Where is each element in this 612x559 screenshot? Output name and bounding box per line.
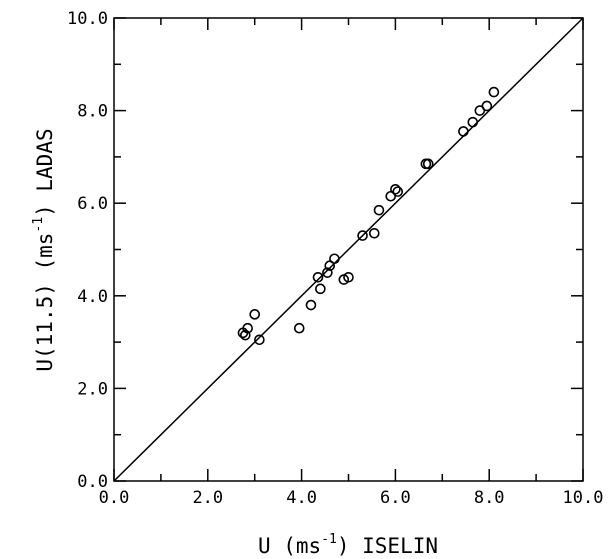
y-axis-ticks <box>114 17 583 482</box>
data-point <box>312 271 324 283</box>
data-point <box>357 230 368 241</box>
data-point <box>249 309 260 320</box>
y-tick-label: 4.0 <box>77 287 108 307</box>
y-axis-label: U(11.5) (ms-1) LADAS <box>31 128 57 371</box>
data-point <box>368 227 380 239</box>
data-point <box>422 158 434 170</box>
data-point <box>373 204 385 216</box>
x-tick-label: 4.0 <box>286 488 317 508</box>
x-tick-label: 6.0 <box>380 488 411 508</box>
y-tick-label: 10.0 <box>67 9 108 29</box>
data-points <box>237 86 500 346</box>
data-point <box>488 86 500 98</box>
data-point <box>329 253 340 265</box>
data-point <box>293 322 305 334</box>
y-tick-label: 2.0 <box>77 379 108 399</box>
reference-line <box>113 17 584 482</box>
data-point <box>240 329 251 341</box>
data-point <box>254 334 265 346</box>
x-axis-label-suffix: ) ISELIN <box>337 534 438 558</box>
y-axis-label-superscript: -1 <box>31 217 46 233</box>
y-axis-tick-labels: 0.0 2.0 4.0 6.0 8.0 10.0 <box>67 9 108 492</box>
y-tick-label: 6.0 <box>77 194 108 214</box>
data-point <box>390 184 401 195</box>
data-point <box>467 116 479 128</box>
x-tick-label: 10.0 <box>563 488 604 508</box>
x-axis-label-prefix: U (ms <box>258 534 321 558</box>
x-tick-label: 0.0 <box>99 488 130 508</box>
x-axis-label: U (ms-1) ISELIN <box>258 532 438 558</box>
data-point <box>392 186 404 197</box>
y-axis-label-prefix: U(11.5) (ms <box>33 233 57 372</box>
data-point <box>315 283 326 295</box>
x-axis-ticks <box>113 18 584 481</box>
y-tick-label: 8.0 <box>77 102 108 122</box>
y-tick-label: 0.0 <box>77 472 108 492</box>
y-axis-label-suffix: ) LADAS <box>33 128 57 217</box>
x-tick-label: 8.0 <box>474 488 505 508</box>
x-tick-label: 2.0 <box>192 488 223 508</box>
data-point <box>305 299 317 311</box>
data-point <box>242 322 253 334</box>
data-point <box>458 126 469 137</box>
data-point <box>481 100 493 112</box>
data-point <box>322 267 333 278</box>
x-axis-tick-labels: 0.0 2.0 4.0 6.0 8.0 10.0 <box>99 488 604 508</box>
data-point <box>343 271 354 283</box>
x-axis-label-superscript: -1 <box>321 532 337 547</box>
